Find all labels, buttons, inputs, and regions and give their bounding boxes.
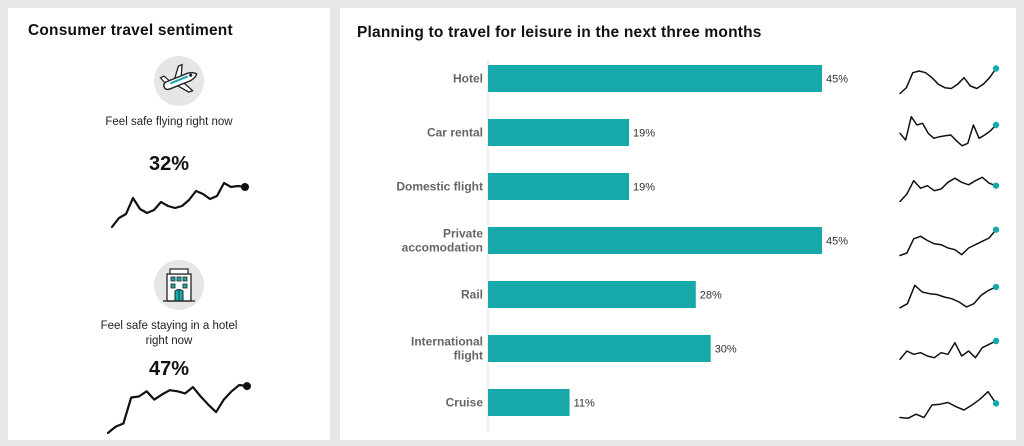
bar-value-label: 45% [826, 74, 848, 86]
bar [488, 173, 629, 200]
flying-trend-path [110, 181, 247, 229]
sparkline-end-dot [992, 182, 1000, 189]
flying-trend-line [110, 181, 249, 229]
flying-label: Feel safe flying right now [105, 116, 233, 128]
sparkline [899, 176, 997, 203]
category-label: Private [443, 227, 483, 241]
bar-value-label: 19% [633, 128, 655, 140]
sparkline-end-dot [992, 121, 1000, 129]
chart-title: Planning to travel for leisure in the ne… [357, 24, 762, 41]
hotel-label-line1: Feel safe staying in a hotel [100, 320, 238, 332]
sparkline [899, 390, 997, 420]
category-label: Domestic flight [396, 180, 483, 194]
leisure-bar-chart: 45% Hotel 19% Car rental 19% Domestic flight 4… [396, 60, 1000, 432]
airplane-icon [154, 56, 204, 106]
bar [488, 119, 629, 146]
sparkline-end-dot [992, 65, 1000, 72]
category-label: International [411, 335, 483, 349]
bar-value-label: 30% [715, 344, 737, 356]
sparkline [899, 340, 997, 361]
category-label: accomodation [402, 241, 483, 255]
bar-value-label: 19% [633, 182, 655, 194]
hotel-trend-path [106, 383, 249, 435]
bar-value-label: 11% [574, 398, 595, 410]
hotel-value: 47% [148, 358, 190, 380]
bar [488, 335, 711, 362]
hotel-label-line2: right now [145, 335, 193, 347]
sparkline [899, 228, 997, 257]
bar [488, 389, 570, 416]
hotel-building-icon [154, 260, 204, 310]
bar-value-label: 28% [700, 290, 722, 302]
sparkline [899, 115, 997, 147]
hotel-trend-line [106, 382, 251, 435]
flying-trend-path-end-dot [241, 183, 249, 191]
category-label: Hotel [453, 72, 483, 86]
sparkline [899, 67, 997, 95]
hotel-trend-path-end-dot [243, 382, 251, 391]
leisure-travel-panel: Planning to travel for leisure in the ne… [340, 8, 1016, 440]
sparkline-end-dot [992, 400, 1000, 407]
flying-value: 32% [148, 153, 190, 175]
sparkline-end-dot [992, 283, 1000, 291]
bar-value-label: 45% [826, 236, 848, 248]
sparkline-end-dot [992, 337, 1000, 345]
sentiment-title: Consumer travel sentiment [28, 22, 233, 39]
category-label: Car rental [427, 126, 483, 140]
category-label: Cruise [446, 396, 484, 410]
category-label: Rail [461, 288, 483, 302]
sentiment-panel: Consumer travel sentiment Feel safe flyi… [8, 8, 330, 440]
bar [488, 227, 822, 254]
category-label: flight [454, 349, 483, 363]
bar [488, 65, 822, 92]
bar [488, 281, 696, 308]
sparkline [899, 284, 997, 309]
sparkline-end-dot [992, 226, 1000, 233]
